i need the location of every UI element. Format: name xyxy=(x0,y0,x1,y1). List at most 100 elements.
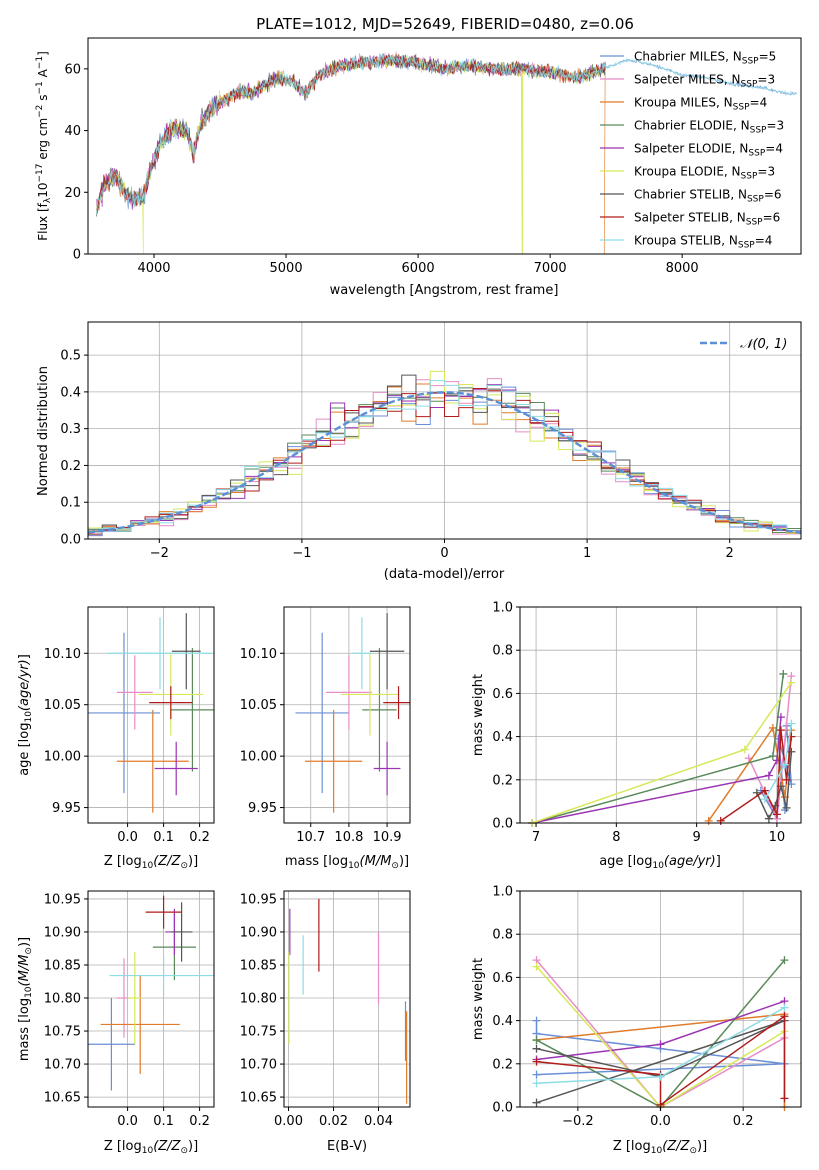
legend-count: =3 xyxy=(757,165,775,179)
spectrum-line-chabrier-stelib xyxy=(96,53,606,217)
mass-vs-Z-xtick-label: 0.0 xyxy=(117,1114,138,1129)
spectrum-line-kroupa-stelib xyxy=(96,53,798,214)
mass-vs-Z-ytick-label: 10.70 xyxy=(44,1058,81,1073)
mass-vs-ebv-ytick-label: 10.80 xyxy=(240,992,277,1007)
mass-weight-vs-age-marker-chabrier-elodie xyxy=(779,669,788,678)
mass-vs-Z-ytick-label: 10.85 xyxy=(44,958,81,973)
age-vs-mass-ytick-label: 10.10 xyxy=(240,647,277,662)
histogram-ytick-label: 0.0 xyxy=(60,533,81,548)
legend-count: =4 xyxy=(755,234,773,248)
histogram-ytick-label: 0.3 xyxy=(60,422,81,437)
mass-vs-ebv-ytick-label: 10.75 xyxy=(240,1025,277,1040)
figure-title: PLATE=1012, MJD=52649, FIBERID=0480, z=0… xyxy=(256,15,634,33)
mass-vs-Z-xtick-label: 0.1 xyxy=(153,1114,174,1129)
mass-weight-vs-age-line-salpeter-stelib xyxy=(720,730,793,822)
age-vs-Z-panel: 0.0 0.1 0.2 9.95 10.00 10.05 10.10 Z [log10(Z/… xyxy=(17,606,215,871)
age-vs-Z-xlabel: Z [log10(Z/Z⊙)] xyxy=(104,854,198,871)
age-vs-Z-ytick-label: 10.10 xyxy=(44,647,81,662)
mass-weight-vs-Z-marker-chabrier-stelib xyxy=(532,1098,541,1107)
age-vs-mass-xtick-label: 10.8 xyxy=(334,830,363,845)
mass-vs-ebv-ytick-label: 10.85 xyxy=(240,958,277,973)
legend-label-salpeter-miles: Salpeter MILES, NSSP=3 xyxy=(634,73,775,90)
mass-vs-Z-ylabel: mass [log10(M/M⊙)] xyxy=(17,937,34,1061)
mass-weight-vs-Z-panel: −0.2 0.0 0.2 0.0 0.2 0.4 0.6 0.8 1.0 Z [log10(Z/… xyxy=(471,885,802,1156)
spectrum-ytick-label: 20 xyxy=(64,186,81,201)
mass-weight-vs-Z-ytick-label: 0.8 xyxy=(492,928,513,943)
spectrum-line-salpeter-stelib xyxy=(96,55,606,214)
normal-curve xyxy=(88,391,801,534)
legend-count: =6 xyxy=(763,211,781,225)
mass-weight-vs-age-marker-salpeter-stelib xyxy=(760,786,769,795)
legend-subscript: SSP xyxy=(742,57,759,67)
mass-weight-vs-Z-marker-salpeter-stelib xyxy=(532,1057,541,1066)
mass-weight-vs-age-marker-kroupa-stelib xyxy=(787,719,796,728)
age-vs-mass-ytick-label: 9.95 xyxy=(248,801,277,816)
mass-weight-vs-Z-ytick-label: 1.0 xyxy=(492,885,513,900)
age-vs-Z-xtick-label: 0.0 xyxy=(117,830,138,845)
histogram-ytick-label: 0.4 xyxy=(60,385,81,400)
age-vs-Z-xtick-label: 0.1 xyxy=(153,830,174,845)
spectrum-ytick-label: 0 xyxy=(73,248,81,263)
mass-weight-vs-age-xtick-label: 10 xyxy=(769,830,786,845)
spectrum-ytick-label: 40 xyxy=(64,124,81,139)
spectrum-xtick-label: 5000 xyxy=(270,261,303,276)
legend-label-chabrier-stelib: Chabrier STELIB, NSSP=6 xyxy=(634,188,782,205)
mass-weight-vs-Z-xlabel: Z [log10(Z/Z⊙)] xyxy=(613,1139,707,1156)
legend-count: =3 xyxy=(757,73,775,87)
legend-count: =5 xyxy=(759,50,777,64)
mass-weight-vs-age-marker-salpeter-stelib xyxy=(782,775,791,784)
mass-weight-vs-Z-marker-chabrier-miles xyxy=(532,1070,541,1079)
mass-weight-vs-Z-xtick-label: −0.2 xyxy=(562,1114,594,1129)
histogram-steps-kroupa-elodie xyxy=(88,370,801,538)
spectrum-legend: Chabrier MILES, NSSP=5 Salpeter MILES, NS… xyxy=(600,50,784,251)
mass-weight-vs-age-marker-chabrier-stelib xyxy=(787,747,796,756)
mass-weight-vs-age-xtick-label: 7 xyxy=(532,830,540,845)
legend-subscript: SSP xyxy=(746,218,763,228)
mass-weight-vs-age-marker-chabrier-stelib xyxy=(782,803,791,812)
histogram-ytick-label: 0.2 xyxy=(60,459,81,474)
mass-weight-vs-age-ytick-label: 0.4 xyxy=(492,730,513,745)
mass-weight-vs-age-ytick-label: 0.8 xyxy=(492,644,513,659)
mass-weight-vs-age-xlabel: age [log10(age/yr)] xyxy=(599,854,721,871)
legend-label-kroupa-elodie: Kroupa ELODIE, NSSP=3 xyxy=(634,165,775,182)
mass-vs-ebv-panel: 0.00 0.02 0.04 10.65 10.70 10.75 10.80 10.85 10.… xyxy=(240,890,411,1154)
age-vs-mass-xtick-label: 10.9 xyxy=(373,830,402,845)
spectrum-xtick-label: 8000 xyxy=(666,261,699,276)
mass-weight-vs-age-marker-chabrier-elodie xyxy=(768,752,777,761)
age-vs-mass-xlabel: mass [log10(M/M⊙)] xyxy=(285,854,409,871)
spectrum-ytick-label: 60 xyxy=(64,62,81,77)
mass-vs-Z-ytick-label: 10.80 xyxy=(44,992,81,1007)
mass-vs-ebv-xtick-label: 0.04 xyxy=(364,1114,393,1129)
histogram-ylabel: Normed distribution xyxy=(36,366,51,496)
spectrum-panel: 4000 5000 6000 7000 8000 0 20 40 60 wavelength [… xyxy=(35,37,802,298)
mass-weight-vs-Z-marker-kroupa-stelib xyxy=(656,1072,665,1081)
mass-weight-vs-Z-marker-salpeter-stelib xyxy=(780,1094,789,1103)
age-vs-Z-ytick-label: 10.05 xyxy=(44,698,81,713)
legend-subscript: SSP xyxy=(750,126,767,136)
age-vs-mass-points xyxy=(295,613,410,813)
mass-weight-vs-Z-marker-kroupa-elodie xyxy=(532,962,541,971)
mass-weight-vs-Z-marker-kroupa-stelib xyxy=(780,1003,789,1012)
mass-vs-ebv-ytick-label: 10.70 xyxy=(240,1058,277,1073)
legend-count: =6 xyxy=(764,188,782,202)
histogram-xtick-label: −1 xyxy=(292,546,311,561)
mass-weight-vs-Z-line-chabrier-stelib xyxy=(536,1019,785,1104)
histogram-legend: 𝒩(0, 1) xyxy=(700,337,787,352)
spectrum-xlabel: wavelength [Angstrom, rest frame] xyxy=(330,283,559,298)
legend-subscript: SSP xyxy=(741,172,758,182)
legend-label-chabrier-miles: Chabrier MILES, NSSP=5 xyxy=(634,50,776,67)
mass-weight-vs-Z-marker-chabrier-miles xyxy=(532,1016,541,1025)
legend-count: =4 xyxy=(765,142,783,156)
mass-weight-vs-Z-ytick-label: 0.2 xyxy=(492,1057,513,1072)
mass-vs-Z-ytick-label: 10.95 xyxy=(44,892,81,907)
mass-weight-vs-Z-marker-chabrier-elodie xyxy=(532,1036,541,1045)
histogram-xtick-label: 0 xyxy=(440,546,448,561)
legend-label-salpeter-stelib: Salpeter STELIB, NSSP=6 xyxy=(634,211,780,228)
mass-weight-vs-age-marker-chabrier-stelib xyxy=(764,814,773,823)
legend-subscript: SSP xyxy=(747,195,764,205)
mass-weight-vs-age-ytick-label: 0.2 xyxy=(492,773,513,788)
spectrum-xtick-label: 6000 xyxy=(402,261,435,276)
age-vs-Z-ylabel: age [log10(age/yr)] xyxy=(17,654,34,776)
histogram-xtick-label: −2 xyxy=(150,546,169,561)
legend-label-chabrier-elodie: Chabrier ELODIE, NSSP=3 xyxy=(634,119,784,136)
